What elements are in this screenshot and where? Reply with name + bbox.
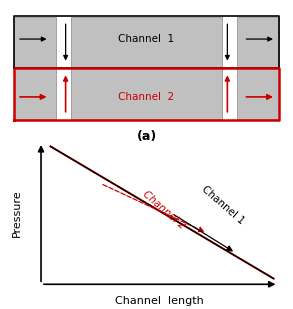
Text: Channel  length: Channel length [115, 296, 204, 306]
Text: Pressure: Pressure [12, 189, 22, 237]
Text: Channel 1: Channel 1 [200, 184, 246, 226]
Bar [14, 17, 56, 119]
Bar [237, 17, 279, 119]
Text: Channel 2: Channel 2 [141, 189, 187, 231]
Bar [71, 17, 222, 119]
Text: (a): (a) [136, 130, 157, 143]
Text: Channel  2: Channel 2 [118, 92, 175, 102]
Text: Channel  1: Channel 1 [118, 34, 175, 44]
